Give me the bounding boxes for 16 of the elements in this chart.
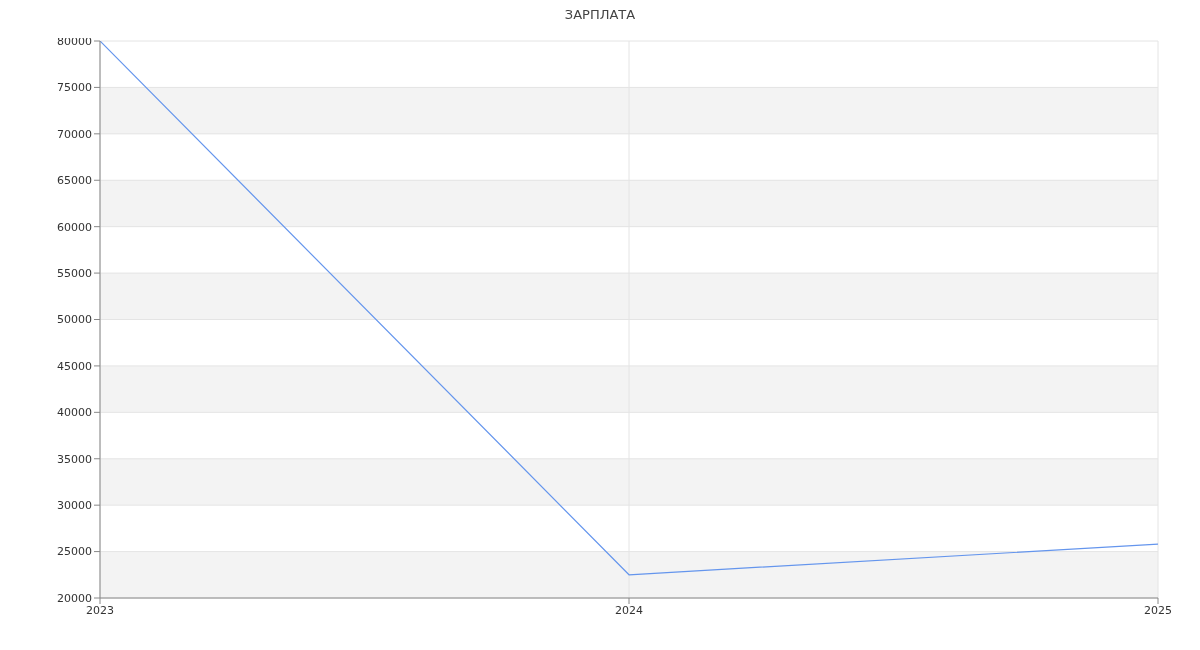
- y-tick-label: 40000: [57, 406, 92, 420]
- y-tick-label: 70000: [57, 127, 92, 141]
- y-tick-label: 50000: [57, 313, 92, 327]
- y-tick-label: 25000: [57, 545, 92, 559]
- y-tick-label: 20000: [57, 591, 92, 605]
- x-tick-label: 2024: [615, 603, 643, 617]
- y-tick-label: 75000: [57, 81, 92, 95]
- chart-title: ЗАРПЛАТА: [564, 7, 636, 22]
- y-tick-label: 45000: [57, 359, 92, 373]
- y-tick-label: 30000: [57, 499, 92, 513]
- x-tick-label: 2023: [86, 603, 114, 617]
- y-tick-label: 60000: [57, 220, 92, 234]
- y-tick-label: 35000: [57, 452, 92, 466]
- x-tick-label: 2025: [1144, 603, 1172, 617]
- y-tick-label: 65000: [57, 174, 92, 188]
- y-tick-label: 55000: [57, 266, 92, 280]
